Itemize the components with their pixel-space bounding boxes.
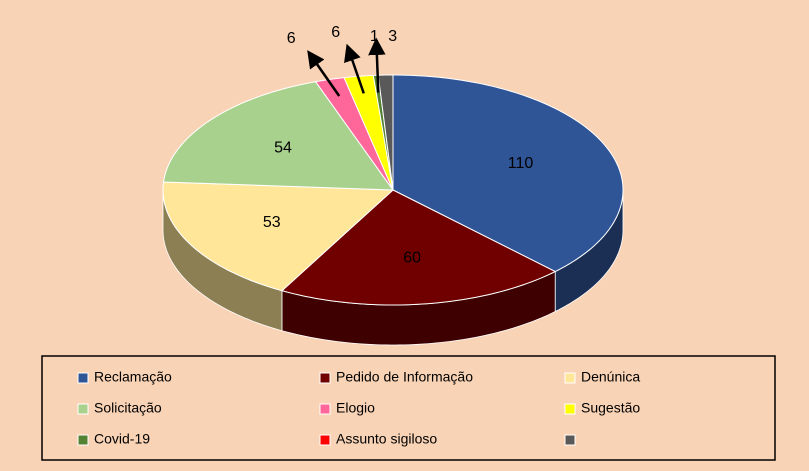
legend-label: Solicitação [94,400,162,416]
legend-label: Pedido de Informação [336,369,473,385]
legend-swatch [564,434,576,446]
slice [280,189,557,306]
legend-label: Sugestão [581,400,640,416]
leader-arrow [368,37,386,93]
legend-label: Reclamação [94,369,172,385]
legend-swatch [77,434,89,446]
value-label: 60 [403,250,421,267]
slice [392,74,624,273]
leader-arrow [344,43,365,94]
value-label: 6 [287,30,296,47]
legend-swatch [77,403,89,415]
legend-label: Denúnica [581,369,640,385]
legend-label: Covid-19 [94,431,150,447]
value-label: 3 [388,28,397,45]
leader-arrow [307,50,341,97]
slice [162,181,395,292]
legend-swatch [319,403,331,415]
value-label: 53 [263,214,281,231]
slice [314,77,394,191]
legend-swatch [77,372,89,384]
value-label: 54 [274,140,292,157]
legend-label: Elogio [336,400,375,416]
legend-swatch [564,403,576,415]
value-label: 6 [331,24,340,41]
legend-label: Assunto sigiloso [336,431,437,447]
legend-swatch [319,434,331,446]
legend-swatch [319,372,331,384]
slice [162,81,394,191]
legend-box [41,355,776,461]
legend-swatch [564,372,576,384]
value-label: 110 [508,155,534,172]
value-label: 1 [370,28,379,45]
